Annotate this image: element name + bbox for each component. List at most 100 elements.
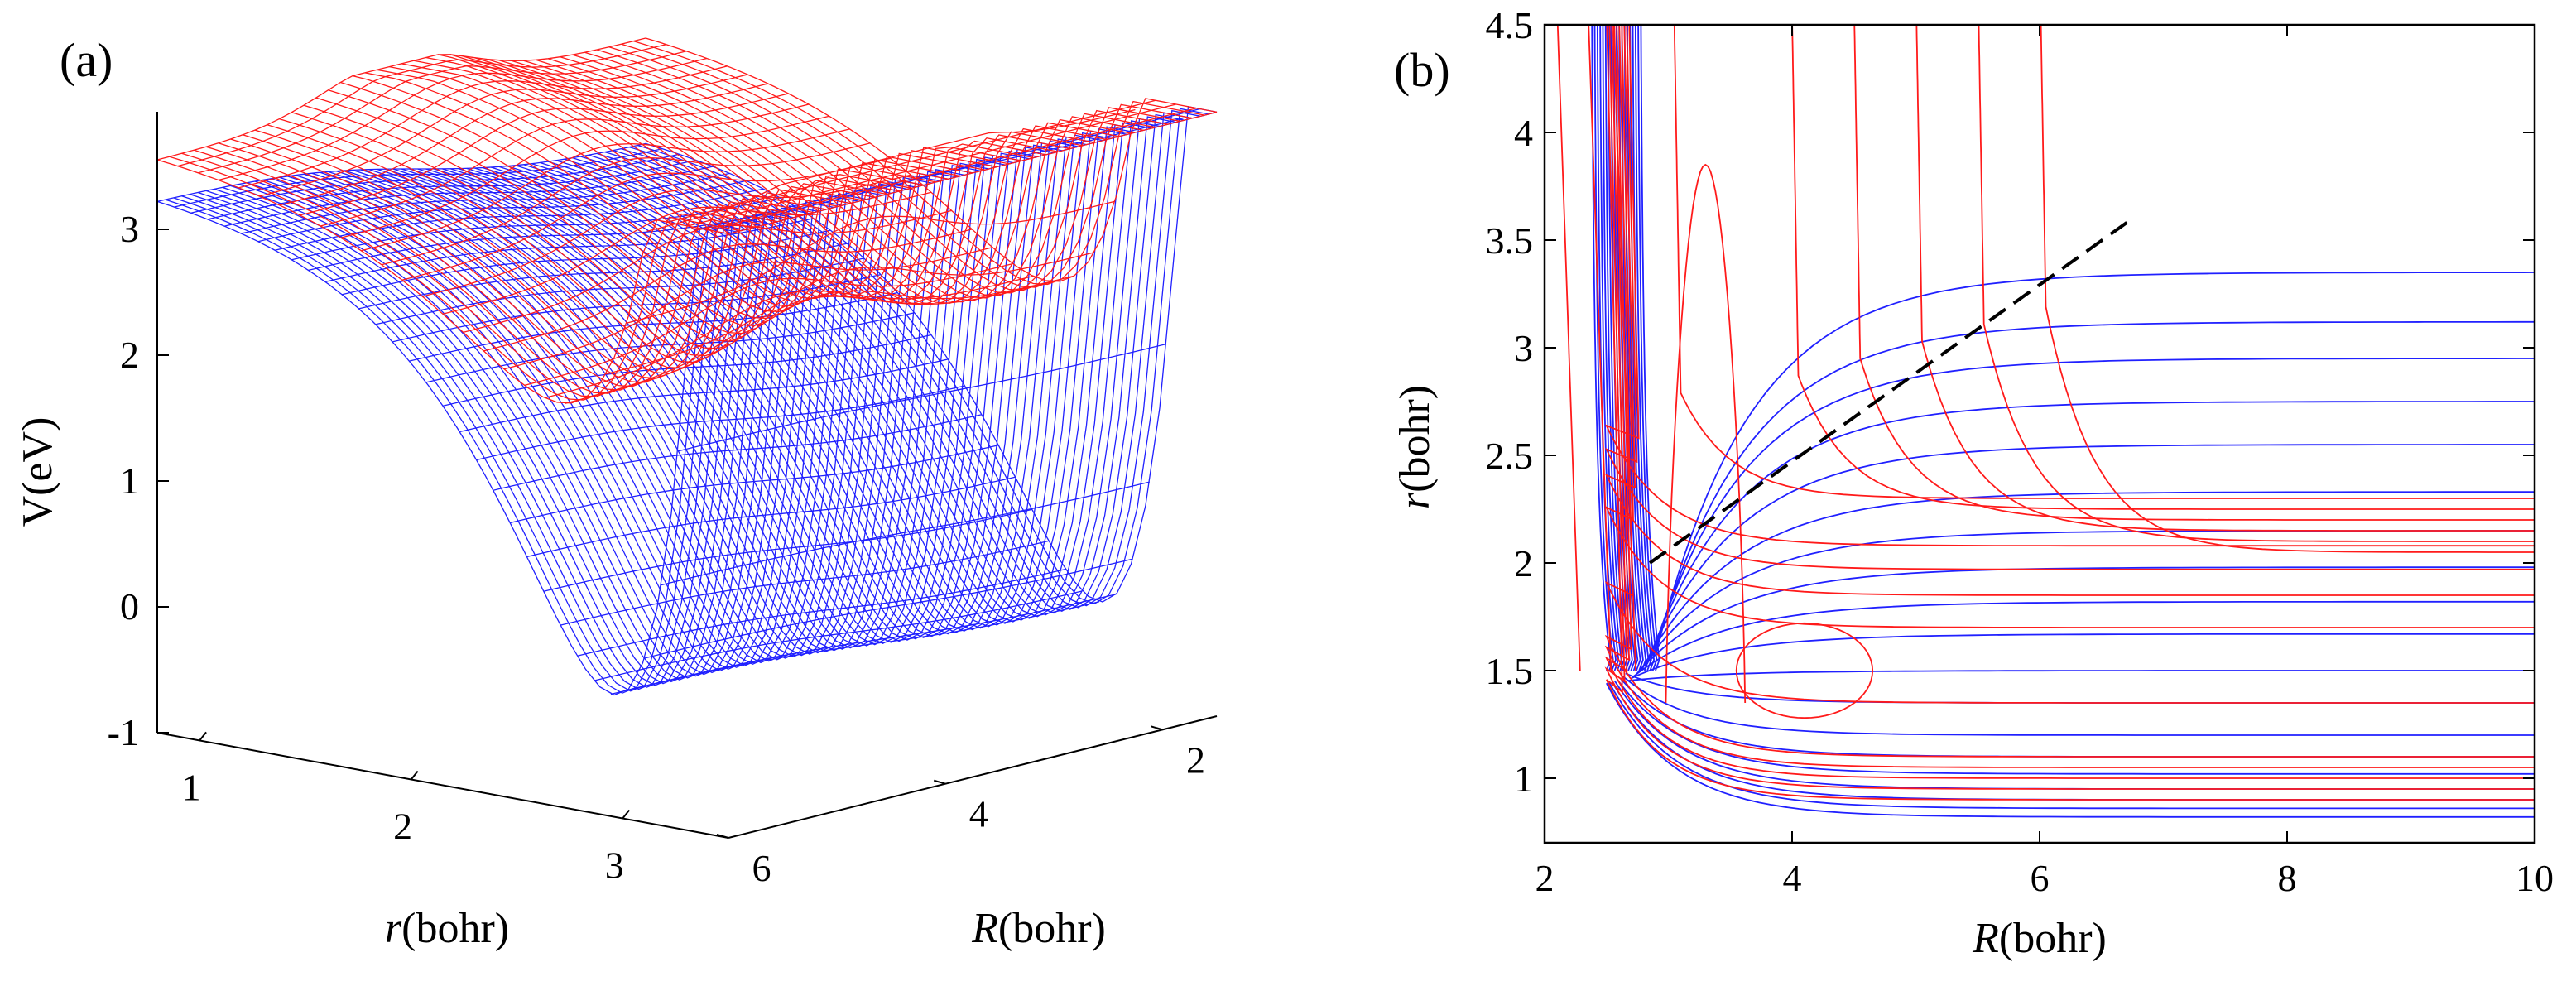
dashed-line	[1648, 217, 2134, 565]
blue-surface-line	[342, 229, 831, 296]
R-tick-mark	[716, 834, 729, 839]
blue-contour	[1655, 272, 2535, 657]
blue-surface-line	[241, 172, 730, 234]
red-contour	[1915, 25, 2535, 532]
blue-surface-line	[661, 481, 1150, 586]
blue-contour	[1646, 401, 2535, 665]
R-axis-line	[728, 715, 1218, 839]
blue-contour	[1649, 358, 2535, 661]
x-tick-label: 8	[2278, 857, 2297, 899]
red-surface-line	[300, 93, 789, 216]
blue-contour	[1625, 672, 2535, 704]
r-tick-label: 3	[605, 844, 624, 886]
blue-contour	[1633, 600, 2535, 677]
z-tick-label: 3	[120, 208, 139, 250]
blue-surface-line	[222, 186, 794, 681]
red-contour	[1604, 25, 2535, 628]
blue-contour	[1622, 676, 2535, 736]
blue-contour	[1627, 670, 2535, 682]
r-tick-label: 2	[393, 805, 412, 847]
x-tick-label: 6	[2031, 857, 2050, 899]
blue-surface-line	[493, 414, 983, 491]
blue-surface-line	[156, 142, 646, 203]
r-tick-label: 1	[182, 766, 201, 808]
y-tick-label: 2.5	[1486, 435, 1534, 477]
red-surface-line	[545, 275, 1034, 399]
blue-surface-line	[459, 358, 949, 433]
blue-surface-line	[214, 188, 786, 683]
red-contour	[1556, 25, 1581, 671]
z-tick-label: 0	[120, 585, 139, 628]
blue-surface-line	[156, 200, 729, 696]
R-tick-label: 4	[969, 793, 988, 835]
red-contour	[1604, 25, 2535, 596]
blue-surface-line	[324, 218, 815, 283]
blue-contour	[1627, 25, 1647, 671]
blue-surface-line	[510, 445, 999, 524]
y-tick-label: 3	[1514, 327, 1533, 369]
panel-b-label: (b)	[1394, 43, 1450, 97]
blue-contour	[1636, 566, 2535, 675]
panel-a: (a) -1 0 1 2 3 1 2 3 2 4 6 V(eV) r(bohr) R(bohr)	[14, 33, 1218, 952]
panel-b-contours	[1556, 25, 2535, 818]
blue-surface-line	[677, 343, 1167, 452]
panel-a-zlabel: V(eV)	[14, 417, 61, 527]
red-contour	[1605, 25, 2535, 801]
blue-contour	[1637, 25, 1658, 671]
red-contour	[1604, 25, 2535, 790]
blue-surface-line	[207, 159, 697, 220]
blue-surface-line	[358, 243, 848, 310]
blue-surface-line	[564, 126, 1136, 621]
panel-b-xlabel: R(bohr)	[1972, 915, 2107, 962]
red-surface-line	[156, 37, 646, 161]
blue-contour	[1602, 25, 1622, 671]
red-surface-line	[524, 262, 1013, 387]
blue-contour	[1599, 25, 1620, 671]
panel-a-label: (a)	[60, 33, 113, 87]
blue-surface-line	[560, 540, 1050, 626]
red-surface-line	[218, 57, 708, 181]
red-contour	[1735, 622, 1874, 719]
blue-contour	[1593, 25, 1614, 671]
red-surface-line	[259, 74, 748, 197]
blue-surface-line	[375, 257, 864, 325]
y-tick-label: 3.5	[1486, 219, 1534, 262]
panel-b-axes: 2 4 6 8 10 1 1.5 2 2.5 3 3.5 4 4.5	[1486, 4, 2554, 899]
blue-contour	[1617, 679, 2535, 775]
blue-surface-line	[577, 568, 1066, 657]
red-surface-line	[422, 174, 911, 297]
red-surface-line	[279, 83, 769, 206]
blue-contour	[1640, 25, 1660, 671]
red-surface-line	[198, 51, 687, 174]
blue-contour	[1591, 25, 1612, 671]
panel-a-axes: -1 0 1 2 3 1 2 3 2 4 6	[108, 112, 1218, 889]
red-surface-line	[708, 108, 1197, 231]
blue-surface-line	[174, 148, 663, 208]
blue-contour	[1604, 25, 1625, 671]
z-tick-label: 2	[120, 334, 139, 376]
blue-surface-line	[644, 558, 1133, 659]
z-tick-label: 1	[120, 459, 139, 502]
blue-surface-line	[627, 594, 1117, 691]
red-surface-line	[381, 142, 871, 266]
z-tick-label: -1	[108, 711, 139, 753]
blue-surface-line	[291, 197, 781, 261]
R-tick-mark	[933, 779, 946, 785]
y-tick-label: 1	[1514, 758, 1533, 800]
red-surface-line	[687, 103, 1176, 227]
y-tick-label: 1.5	[1486, 650, 1534, 692]
blue-surface-line	[173, 197, 745, 692]
blue-contour	[1643, 444, 2535, 667]
red-contour	[1665, 163, 1747, 704]
panel-a-surfaces	[156, 37, 1218, 696]
red-surface-line	[666, 99, 1156, 223]
blue-surface-line	[594, 590, 1083, 681]
r-axis-line	[156, 732, 729, 839]
panel-a-Rlabel: R(bohr)	[971, 905, 1106, 952]
red-contour	[1604, 25, 2535, 768]
R-tick-label: 6	[752, 847, 771, 889]
red-contour	[1588, 25, 1612, 671]
red-contour	[1604, 25, 2535, 779]
blue-contour	[1619, 677, 2535, 758]
